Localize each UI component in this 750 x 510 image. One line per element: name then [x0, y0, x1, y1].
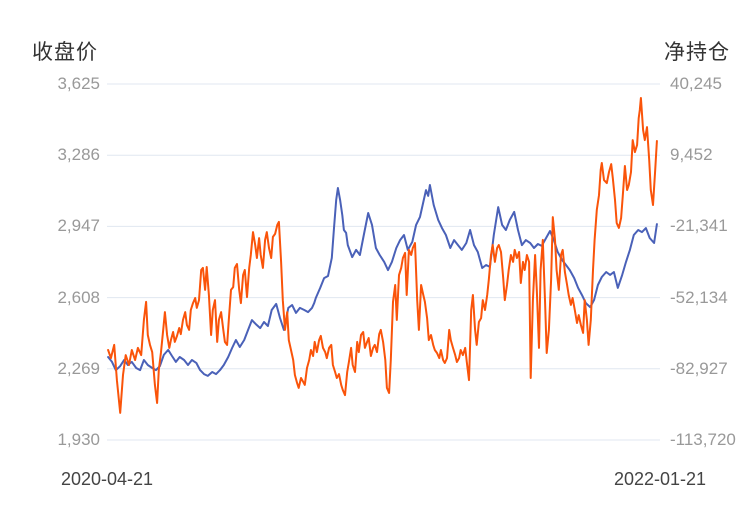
right-tick-9452: 9,452 — [670, 145, 713, 164]
right-tick--21341: -21,341 — [670, 216, 728, 235]
left-tick-2269: 2,269 — [57, 359, 100, 378]
left-axis-title: 收盘价 — [32, 41, 98, 64]
x-axis-end-date: 2022-01-21 — [613, 469, 707, 489]
right-axis-title: 净持仓 — [664, 41, 730, 64]
left-tick-3625: 3,625 — [57, 74, 100, 93]
x-axis-start-date: 2020-04-21 — [60, 469, 154, 489]
left-tick-2608: 2,608 — [57, 288, 100, 307]
right-tick--113720: -113,720 — [670, 430, 736, 449]
net-position-line-series — [107, 97, 658, 414]
left-tick-2947: 2,947 — [57, 216, 100, 235]
right-tick-40245: 40,245 — [670, 74, 722, 93]
right-tick--52134: -52,134 — [670, 288, 728, 307]
left-tick-3286: 3,286 — [57, 145, 100, 164]
right-tick--82927: -82,927 — [670, 359, 728, 378]
closing-price-line-series — [107, 184, 658, 377]
left-tick-1930: 1,930 — [57, 430, 100, 449]
